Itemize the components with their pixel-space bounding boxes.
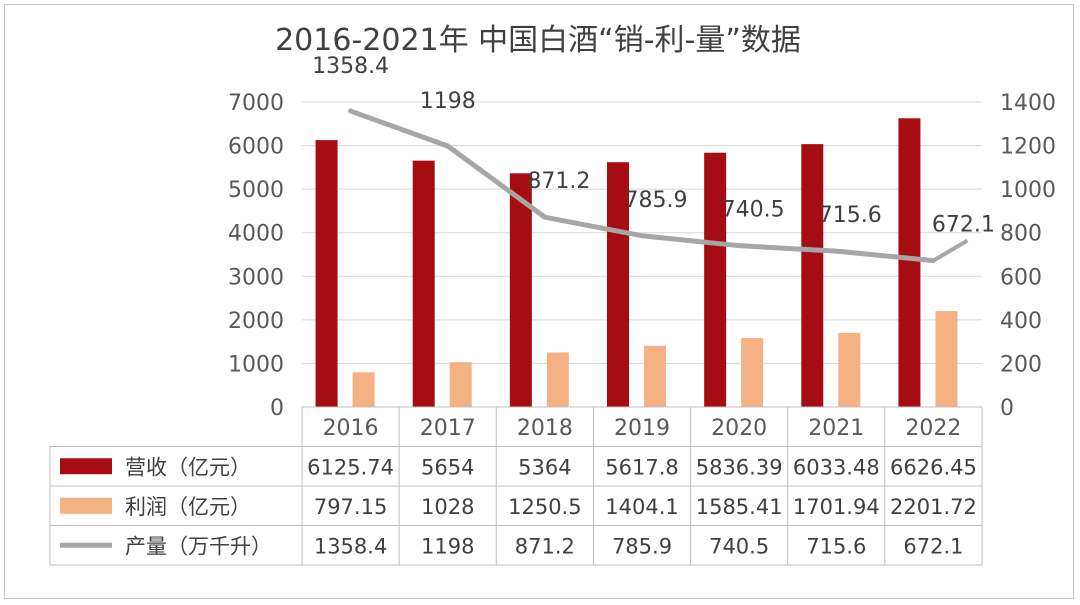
production-data-label: 785.9 bbox=[625, 188, 688, 213]
revenue-bar bbox=[801, 144, 824, 407]
table-cell: 5364 bbox=[518, 455, 571, 479]
y-right-tick-label: 1000 bbox=[1000, 178, 1056, 203]
table-cell: 2201.72 bbox=[890, 495, 977, 519]
production-data-label: 740.5 bbox=[722, 198, 785, 223]
profit-bar bbox=[741, 337, 764, 407]
legend-label: 营收（亿元） bbox=[125, 455, 251, 479]
category-label: 2021 bbox=[808, 416, 864, 441]
table-cell: 1358.4 bbox=[314, 534, 387, 558]
y-right-tick-label: 800 bbox=[1000, 222, 1042, 247]
table-cell: 1250.5 bbox=[508, 495, 581, 519]
category-label: 2018 bbox=[517, 416, 573, 441]
legend-label: 利润（亿元） bbox=[125, 495, 251, 519]
y-right-tick-label: 1200 bbox=[1000, 135, 1056, 160]
table-cell: 6033.48 bbox=[793, 455, 880, 479]
y-right-tick-label: 200 bbox=[1000, 352, 1042, 377]
y-axis-right: 0 200 400 600 800 1000 1200 1400 bbox=[1000, 91, 1056, 421]
profit-bar bbox=[838, 332, 861, 407]
chart-frame bbox=[4, 4, 1074, 599]
y-axis-left: 0 1000 2000 3000 4000 5000 6000 7000 bbox=[228, 91, 284, 421]
y-left-tick-label: 7000 bbox=[228, 91, 284, 116]
table-cell: 1028 bbox=[421, 495, 474, 519]
legend-swatch bbox=[60, 458, 112, 475]
category-label: 2020 bbox=[711, 416, 767, 441]
production-data-label: 1198 bbox=[420, 89, 476, 114]
y-left-tick-label: 6000 bbox=[228, 135, 284, 160]
y-left-tick-label: 3000 bbox=[228, 265, 284, 290]
production-line bbox=[348, 108, 936, 264]
revenue-bar bbox=[898, 118, 921, 407]
table-cell: 797.15 bbox=[314, 495, 387, 519]
table-cell: 672.1 bbox=[903, 534, 963, 558]
legend-label: 产量（万千升） bbox=[125, 534, 272, 558]
table-cell: 785.9 bbox=[612, 534, 672, 558]
production-data-label: 871.2 bbox=[527, 169, 590, 194]
table-cell: 871.2 bbox=[515, 534, 575, 558]
table-cell: 5617.8 bbox=[605, 455, 678, 479]
y-right-tick-label: 1400 bbox=[1000, 91, 1056, 116]
y-right-tick-label: 0 bbox=[1000, 396, 1014, 421]
data-table: 2016 2017 2018 2019 2020 2021 2022 营收（亿元） 6125.7… bbox=[49, 406, 983, 566]
y-right-tick-label: 600 bbox=[1000, 265, 1042, 290]
table-cell: 1198 bbox=[421, 534, 474, 558]
profit-bar bbox=[449, 362, 472, 407]
category-label: 2019 bbox=[614, 416, 670, 441]
table-cell: 740.5 bbox=[709, 534, 769, 558]
category-label: 2017 bbox=[420, 416, 476, 441]
table-cell: 5836.39 bbox=[696, 455, 783, 479]
production-data-label: 1358.4 bbox=[312, 54, 389, 79]
table-cell: 1585.41 bbox=[696, 495, 783, 519]
table-cell: 6125.74 bbox=[307, 455, 394, 479]
revenue-bar bbox=[315, 140, 338, 407]
profit-bar bbox=[546, 352, 569, 407]
chart-title: 2016-2021年 中国白酒“销-利-量”数据 bbox=[275, 23, 801, 58]
profit-bar bbox=[644, 345, 666, 407]
table-cell: 5654 bbox=[421, 455, 474, 479]
table-cell: 1701.94 bbox=[793, 495, 880, 519]
table-cell: 715.6 bbox=[806, 534, 866, 558]
y-right-tick-label: 400 bbox=[1000, 309, 1042, 334]
category-label: 2016 bbox=[323, 416, 379, 441]
y-left-tick-label: 5000 bbox=[228, 178, 284, 203]
y-left-tick-label: 4000 bbox=[228, 222, 284, 247]
y-left-tick-label: 1000 bbox=[228, 352, 284, 377]
production-data-label: 715.6 bbox=[819, 203, 882, 228]
category-label: 2022 bbox=[905, 416, 961, 441]
revenue-bar bbox=[509, 173, 532, 407]
table-cell: 1404.1 bbox=[605, 495, 678, 519]
legend-swatch bbox=[60, 497, 112, 514]
profit-bar bbox=[935, 311, 958, 407]
production-label-leader bbox=[932, 238, 969, 263]
profit-bar bbox=[352, 372, 375, 407]
y-left-tick-label: 0 bbox=[270, 396, 284, 421]
y-left-tick-label: 2000 bbox=[228, 309, 284, 334]
revenue-bar bbox=[704, 152, 727, 407]
line-series: 1358.4 1198 871.2 785.9 740.5 715.6 672.1 bbox=[312, 54, 995, 264]
revenue-bar bbox=[607, 162, 629, 407]
revenue-bar bbox=[412, 160, 435, 407]
bar-series bbox=[315, 118, 958, 407]
production-data-label: 672.1 bbox=[932, 213, 995, 238]
table-cell: 6626.45 bbox=[890, 455, 977, 479]
